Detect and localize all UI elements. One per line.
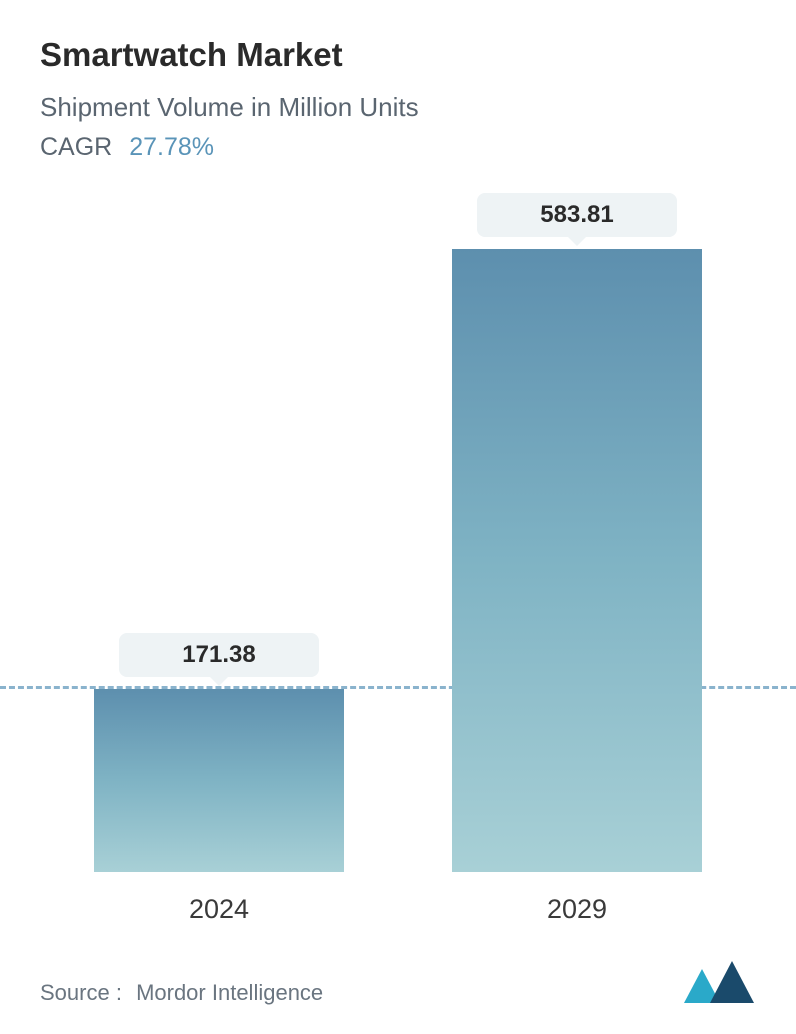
footer: Source : Mordor Intelligence — [40, 980, 756, 1006]
cagr-value: 27.78% — [129, 133, 214, 161]
source-label: Source : — [40, 980, 122, 1005]
chart-subtitle: Shipment Volume in Million Units — [40, 92, 756, 123]
source-value: Mordor Intelligence — [136, 980, 323, 1005]
bar-0 — [94, 689, 344, 872]
chart-title: Smartwatch Market — [40, 36, 756, 74]
x-axis-labels: 2024 2029 — [40, 894, 756, 925]
bar-group-0: 171.38 — [79, 633, 359, 872]
chart-area: 171.38 583.81 — [40, 172, 756, 872]
value-badge-1: 583.81 — [477, 193, 677, 237]
value-badge-0: 171.38 — [119, 633, 319, 677]
chart-container: Smartwatch Market Shipment Volume in Mil… — [0, 0, 796, 1034]
x-label-1: 2029 — [437, 894, 717, 925]
source-row: Source : Mordor Intelligence — [40, 980, 323, 1006]
x-label-0: 2024 — [79, 894, 359, 925]
bar-1 — [452, 249, 702, 872]
mordor-logo-icon — [682, 959, 756, 1010]
cagr-row: CAGR 27.78% — [40, 133, 756, 162]
bars-wrap: 171.38 583.81 — [40, 172, 756, 872]
cagr-label: CAGR — [40, 133, 112, 161]
bar-group-1: 583.81 — [437, 193, 717, 872]
